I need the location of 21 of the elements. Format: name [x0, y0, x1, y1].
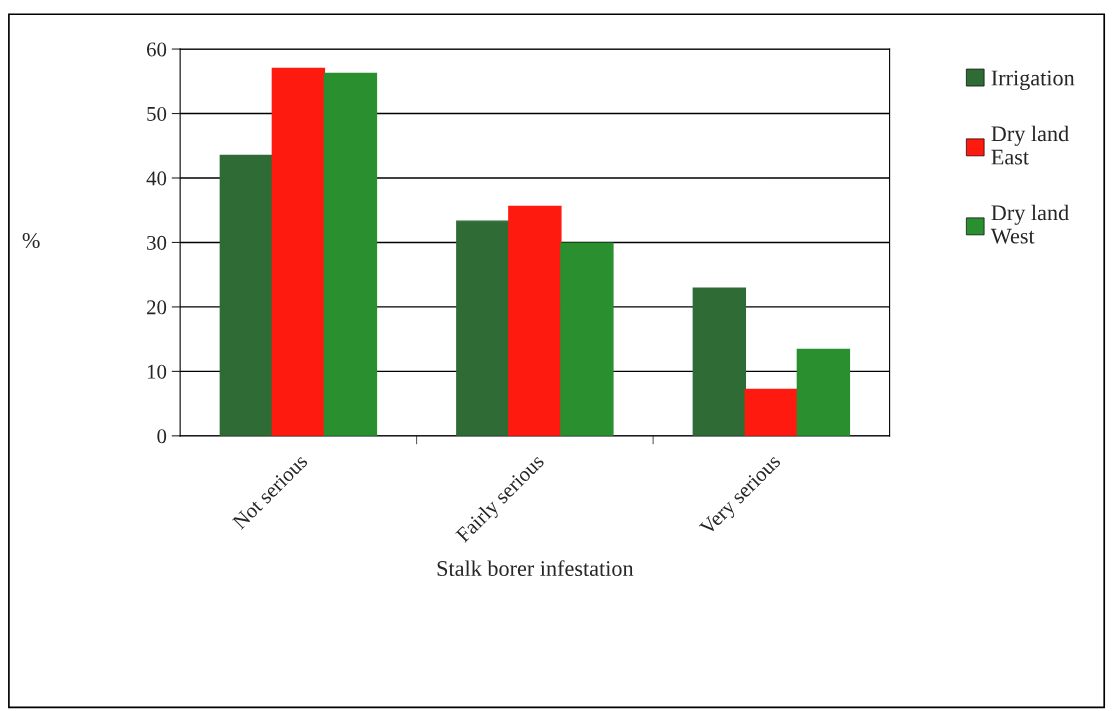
- bar: [271, 67, 326, 436]
- bar: [744, 388, 799, 436]
- y-tick-label: 0: [157, 429, 167, 444]
- legend-label: Irrigation: [991, 70, 1075, 91]
- bar: [323, 72, 378, 436]
- bar: [456, 220, 510, 436]
- y-axis-title: %: [22, 233, 40, 249]
- y-tick-label: 20: [147, 300, 167, 315]
- bar: [560, 242, 614, 436]
- y-tick-label: 60: [147, 42, 167, 57]
- bar: [508, 205, 562, 436]
- bar: [796, 348, 851, 436]
- legend-label: Dry land East: [991, 125, 1069, 165]
- y-tick-label: 40: [146, 171, 167, 186]
- legend-label: Dry land West: [990, 204, 1069, 244]
- y-tick-label: 30: [147, 235, 167, 250]
- x-axis-title: Stalk borer infestation: [437, 560, 634, 577]
- y-tick-label: 10: [147, 364, 167, 379]
- bar: [219, 154, 274, 436]
- bar: [692, 287, 747, 436]
- y-tick-label: 50: [147, 106, 167, 121]
